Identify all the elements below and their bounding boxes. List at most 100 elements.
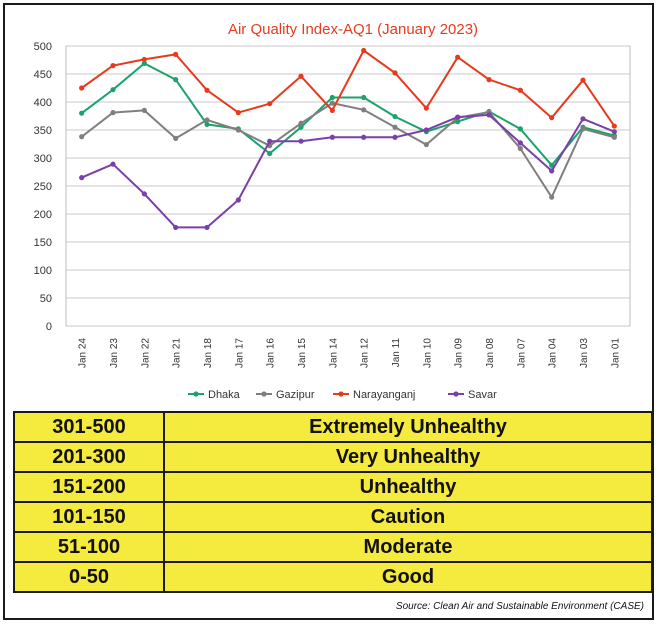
y-tick-label: 450 [34,69,52,81]
y-tick-label: 500 [34,41,52,53]
data-point [267,101,273,107]
data-point [329,107,335,113]
data-point [455,114,461,120]
data-point [517,140,523,146]
table-row: 0-50 Good [13,561,653,593]
data-point [611,134,617,140]
data-point [455,119,461,125]
data-point [486,112,492,118]
data-point [517,126,523,132]
data-point [361,107,367,113]
data-point [235,110,241,116]
legend-marker [193,391,199,397]
x-tick-label: Jan 12 [360,338,371,368]
chart-legend: Dhaka Gazipur Narayanganj Savar [188,389,497,401]
y-tick-label: 350 [34,125,52,137]
data-point [611,129,617,135]
aqi-range: 51-100 [13,531,165,563]
x-tick-label: Jan 22 [140,338,151,368]
data-point [517,87,523,93]
data-point [141,191,147,197]
data-point [110,63,116,69]
data-point [110,110,116,116]
x-tick-label: Jan 04 [548,338,559,368]
x-tick-label: Jan 09 [454,338,465,368]
data-point [267,138,273,144]
aqi-category: Good [163,561,653,593]
data-point [580,77,586,83]
chart-area: 0 50 100 150 200 250 300 350 400 450 500 Jan 24 Jan … [8,8,655,408]
data-point [361,94,367,101]
data-point [141,107,147,113]
series-line-narayanganj [81,49,616,127]
aqi-category: Extremely Unhealthy [163,411,653,443]
data-point [79,134,85,140]
data-point [235,127,241,133]
aqi-range: 201-300 [13,441,165,473]
table-row: 51-100 Moderate [13,531,653,563]
x-tick-label: Jan 11 [391,338,402,368]
x-tick-label: Jan 08 [485,338,496,368]
data-point [392,70,398,76]
x-tick-label: Jan 23 [109,338,120,368]
data-point [423,127,429,133]
data-point [423,141,429,148]
data-point [549,115,555,121]
x-tick-label: Jan 03 [579,338,590,368]
x-tick-label: Jan 24 [78,338,89,368]
aqi-range: 301-500 [13,411,165,443]
data-point [79,175,85,181]
series-line-gazipur [81,102,615,199]
x-tick-label: Jan 15 [297,338,308,368]
aqi-category: Caution [163,501,653,533]
x-tick-label: Jan 21 [172,338,183,368]
series-line-dhaka [81,62,615,167]
x-tick-label: Jan 14 [328,338,339,368]
data-point [79,110,85,116]
table-row: 101-150 Caution [13,501,653,533]
source-note: Source: Clean Air and Sustainable Enviro… [395,601,644,612]
data-point [549,162,555,168]
data-point [549,194,555,200]
legend-marker [453,391,459,397]
legend-label: Narayanganj [353,389,415,401]
aqi-category-table: 301-500 Extremely Unhealthy 201-300 Very… [13,411,653,593]
legend-label: Savar [468,389,497,401]
x-tick-label: Jan 01 [610,338,621,368]
x-tick-label: Jan 10 [422,338,433,368]
data-point [79,85,85,91]
data-point [517,145,523,152]
data-point [298,73,304,79]
data-point [329,134,335,140]
data-point [110,161,116,167]
data-point [392,124,398,130]
data-point [329,100,335,106]
data-point [173,224,179,231]
legend-label: Gazipur [276,389,315,401]
y-tick-label: 300 [34,153,52,165]
table-row: 301-500 Extremely Unhealthy [13,411,653,443]
data-point [392,113,398,120]
aqi-range: 151-200 [13,471,165,503]
data-point [580,126,586,132]
figure-frame: 0 50 100 150 200 250 300 350 400 450 500 Jan 24 Jan … [3,3,654,620]
x-tick-label: Jan 16 [266,338,277,368]
data-point [204,121,210,127]
chart-title: Air Quality Index-AQ1 (January 2023) [228,21,478,38]
data-point [611,123,617,129]
data-point [173,51,179,58]
y-tick-label: 200 [34,209,52,221]
aqi-category: Very Unhealthy [163,441,653,473]
data-point [204,117,210,123]
data-point [455,54,461,60]
data-point [267,150,273,157]
data-point [549,168,555,174]
data-point [173,135,179,141]
data-point [204,224,210,231]
y-tick-label: 100 [34,265,52,277]
aqi-line-chart: 0 50 100 150 200 250 300 350 400 450 500 Jan 24 Jan … [34,21,631,401]
data-point [486,77,492,83]
data-point [204,87,210,93]
aqi-range: 101-150 [13,501,165,533]
data-point [298,124,304,130]
